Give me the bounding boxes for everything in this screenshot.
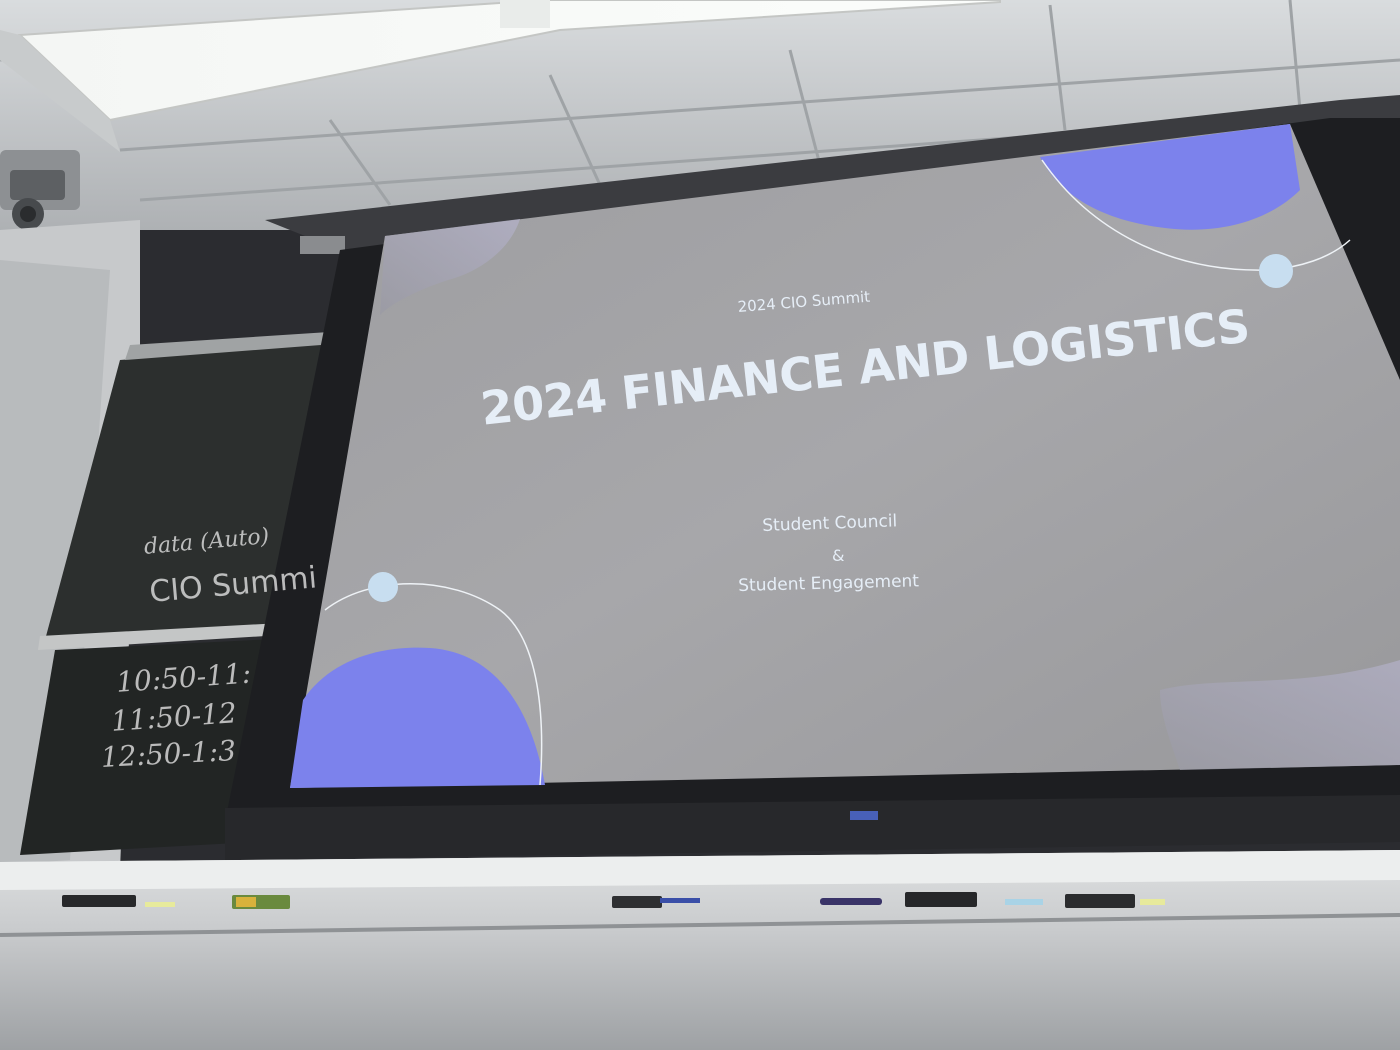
slide-blob-top-left xyxy=(380,219,520,315)
ledge-shadow xyxy=(0,913,1400,937)
projection-area xyxy=(290,124,1400,788)
wall-camera xyxy=(0,150,80,230)
slide-dot-bottom-left xyxy=(368,572,398,602)
chalkboard-frame-top xyxy=(125,330,360,360)
slide-arc-top-right xyxy=(1041,159,1351,271)
slide-dot-top-right xyxy=(1259,254,1293,288)
light-fixture-frame xyxy=(0,30,120,152)
screen-bottom-bar xyxy=(225,795,1400,860)
screen-brand-label xyxy=(850,811,878,820)
slide-presenter-ampersand: & xyxy=(832,546,845,565)
slide-blob-bottom-right xyxy=(1160,660,1400,770)
side-pillar xyxy=(0,260,110,865)
chalk-time-3: 12:50-1:3 xyxy=(100,733,237,774)
ledge-items xyxy=(62,892,1165,909)
slide-blob-bottom-left xyxy=(290,647,545,788)
whiteboard-ledge xyxy=(0,850,1400,1050)
ledge-lip xyxy=(0,850,1400,890)
housing-vent xyxy=(300,236,345,254)
screen-housing xyxy=(265,95,1400,250)
chalk-rail-upper xyxy=(38,622,300,650)
slide-blob-top-right xyxy=(1040,124,1300,230)
chalkboard-lower xyxy=(20,638,295,855)
light-tube xyxy=(500,0,550,28)
